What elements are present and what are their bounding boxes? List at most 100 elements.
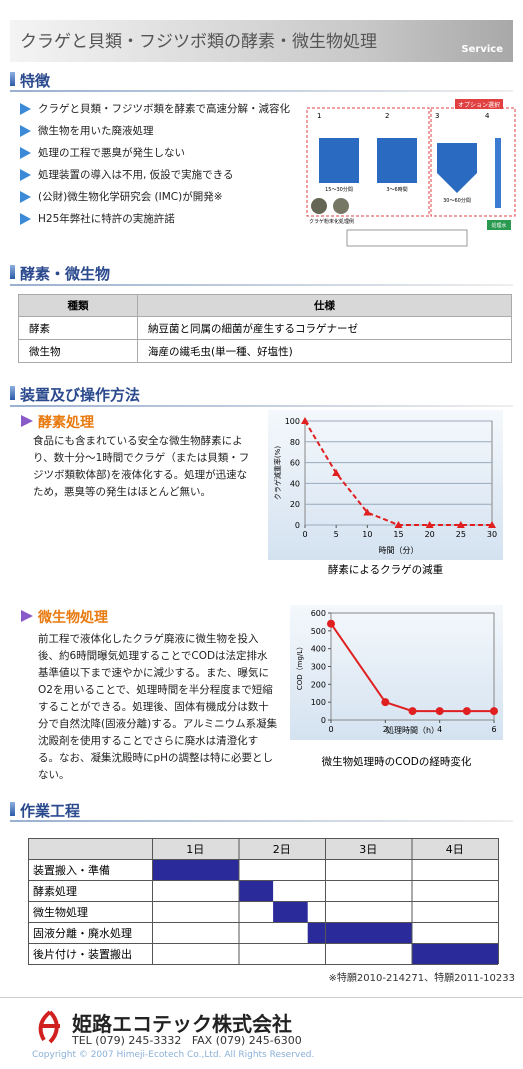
bullet-icon [20, 103, 31, 115]
bullet-icon [20, 125, 31, 137]
column [495, 138, 501, 208]
header-cell: 種類 [18, 294, 138, 317]
bullet-icon [20, 213, 31, 225]
x-tick-label: 6 [491, 725, 496, 734]
heading-line [10, 405, 513, 407]
feature-item: H25年弊社に特許の実施許諾 [38, 213, 175, 225]
chart-caption: 微生物処理時のCODの経時変化 [321, 756, 472, 768]
company-name: 姫路エコテック株式会社 [72, 1012, 292, 1036]
task-label: 酵素処理 [33, 885, 77, 898]
time-label: 15～30分間 [325, 186, 353, 193]
chart: 0 20 40 60 80 100 0 5 10 15 20 25 30 時間（分） クラゲ減重率(%) [268, 410, 503, 560]
x-tick-label: 25 [456, 530, 466, 539]
data-point [408, 707, 417, 716]
step: 4 [485, 112, 490, 120]
heading-line [10, 90, 513, 92]
y-tick-label: 600 [311, 609, 326, 618]
x-tick-label: 20 [425, 530, 435, 539]
y-tick-label: 300 [311, 663, 326, 672]
header-cell: 仕様 [137, 294, 512, 317]
y-tick-label: 40 [290, 479, 300, 488]
step: 1 [317, 112, 321, 120]
gantt-chart: 1日 2日 3日 4日装置搬入・準備酵素処理微生物処理固液分離・廃水処理後片付け・装置… [28, 838, 499, 965]
step: 3 [435, 112, 439, 120]
y-tick-label: 80 [290, 438, 300, 447]
note-box [346, 229, 468, 247]
sample-photo [333, 198, 349, 214]
heading-mark [10, 802, 15, 816]
y-axis-label: クラゲ減重率(%) [273, 446, 282, 500]
data-point [425, 521, 434, 528]
bullet-icon [20, 147, 31, 159]
table-cell: 納豆菌と同属の細菌が産生するコラゲナーゼ [137, 316, 512, 340]
tank [319, 138, 359, 183]
time-label: 30～60分間 [443, 197, 471, 204]
feature-item: 処理の工程で悪臭が発生しない [38, 147, 185, 159]
y-tick-label: 500 [311, 627, 326, 636]
data-point [332, 469, 341, 476]
data-point [394, 521, 403, 528]
plot-area [330, 612, 495, 721]
x-tick-label: 30 [487, 530, 497, 539]
heading-mark [10, 265, 15, 279]
header-bg [28, 838, 498, 859]
footer-line [0, 997, 523, 998]
contact: TEL (079) 245-3332 FAX (079) 245-6300 [72, 1034, 302, 1047]
data-point [363, 508, 372, 516]
y-tick-label: 100 [311, 698, 326, 707]
heading-line [10, 820, 513, 822]
heading-mark [10, 72, 15, 86]
x-axis-label: 処理時間（h） [386, 725, 439, 735]
x-tick-label: 2 [383, 725, 388, 734]
feature-item: 微生物を用いた廃液処理 [38, 125, 154, 137]
process-diagram: オプション選択 1 2 3 4 処理水 15～30分間 3～6時間 30～60分… [306, 99, 516, 247]
data-line [330, 623, 494, 713]
feature-item: クラゲと貝類・フジツボ類を酵素で高速分解・減容化 [38, 103, 290, 115]
sub-arrow [21, 415, 33, 427]
data-point [490, 707, 498, 716]
section-heading: 作業工程 [20, 802, 81, 820]
feature-item: (公財)微生物化学研究会 (IMC)が開発※ [38, 191, 223, 203]
logo [38, 1010, 60, 1044]
table-cell: 酵素 [18, 316, 138, 340]
day-label: 4日 [446, 843, 464, 856]
table-header-row: 種類 仕様 [18, 294, 512, 317]
tank [437, 143, 477, 193]
day-label: 3日 [359, 843, 377, 856]
data-point [488, 521, 496, 528]
task-bar [307, 922, 412, 943]
sample-photo [311, 198, 327, 214]
task-bar [152, 859, 239, 880]
x-tick-label: 10 [362, 530, 372, 539]
heading-line [10, 284, 513, 286]
sub-heading: 微生物処理 [38, 610, 108, 626]
data-point [327, 619, 335, 628]
page-title: クラゲと貝類・フジツボ類の酵素・微生物処理 [20, 32, 377, 52]
patent-note: ※特願2010-214271、特願2011-10233 [328, 973, 515, 984]
chart: 0 100 200 300 400 500 600 0 2 4 6 処理時間（h） COD（mg/L） [290, 605, 503, 740]
chart-caption: 酵素によるクラゲの減重 [327, 564, 444, 576]
frame [306, 107, 430, 217]
section-heading: 特徴 [20, 72, 51, 90]
heading-mark [10, 386, 15, 400]
task-label: 後片付け・装置搬出 [33, 947, 132, 961]
x-axis-label: 時間（分） [379, 546, 419, 555]
task-bar [273, 901, 308, 922]
day-label: 1日 [186, 843, 204, 856]
plot-area [304, 420, 493, 526]
data-line [304, 420, 492, 526]
sub-heading: 酵素処理 [38, 415, 94, 431]
x-tick-label: 5 [334, 530, 339, 539]
output-box [487, 220, 511, 230]
day-label: 2日 [273, 843, 291, 856]
sub-arrow [21, 610, 33, 622]
table-cell: 海産の繊毛虫(単一種、好塩性) [137, 339, 512, 363]
data-point [462, 707, 471, 716]
option-label: オプション選択 [458, 101, 500, 109]
data-point [381, 698, 390, 707]
y-tick-label: 20 [290, 500, 300, 509]
x-tick-label: 0 [328, 725, 333, 734]
paragraph: 食品にも含まれている安全な微生物酵素により、数十分～1時間でクラゲ（または貝類・… [33, 435, 250, 498]
data-point [435, 707, 444, 716]
